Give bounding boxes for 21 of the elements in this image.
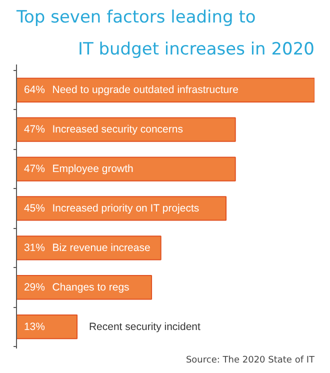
data-label: 64%	[24, 84, 45, 96]
y-tick-label: Changes to regs	[52, 281, 130, 294]
data-label: 45%	[24, 202, 45, 214]
y-tick-label: Employee growth	[52, 163, 134, 176]
data-label: 29%	[24, 281, 45, 294]
chart-subtitle: IT budget increases in 2020	[78, 40, 315, 60]
chart-title: Top seven factors leading to	[16, 8, 256, 28]
data-label: 47%	[24, 163, 45, 176]
y-tick-label: Increased security concerns	[52, 124, 183, 136]
y-tick-label: Biz revenue increase	[52, 242, 150, 254]
data-label: 47%	[24, 124, 45, 136]
y-tick-label: Need to upgrade outdated infrastructure	[52, 84, 239, 96]
bar	[16, 314, 78, 340]
data-label: 13%	[24, 320, 45, 333]
bar	[16, 236, 162, 260]
data-label: 31%	[24, 242, 45, 254]
source-note: Source: The 2020 State of IT	[186, 356, 315, 366]
bar	[16, 117, 236, 142]
y-tick-label: Increased priority on IT projects	[52, 202, 200, 214]
bar	[16, 156, 236, 182]
y-tick-label: Recent security incident	[88, 320, 201, 333]
